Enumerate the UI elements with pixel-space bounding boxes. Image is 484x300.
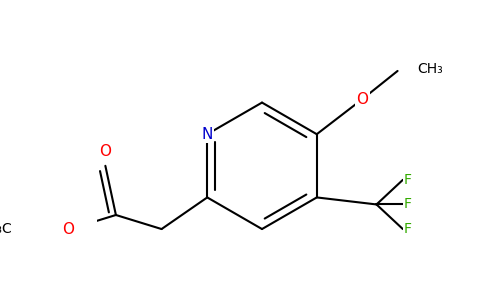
Text: O: O	[62, 221, 75, 236]
Text: F: F	[404, 197, 412, 212]
Text: F: F	[404, 222, 412, 236]
Text: N: N	[201, 127, 213, 142]
Text: F: F	[404, 173, 412, 187]
Text: H₃C: H₃C	[0, 222, 12, 236]
Text: O: O	[99, 144, 111, 159]
Text: CH₃: CH₃	[417, 62, 443, 76]
Text: O: O	[356, 92, 368, 106]
